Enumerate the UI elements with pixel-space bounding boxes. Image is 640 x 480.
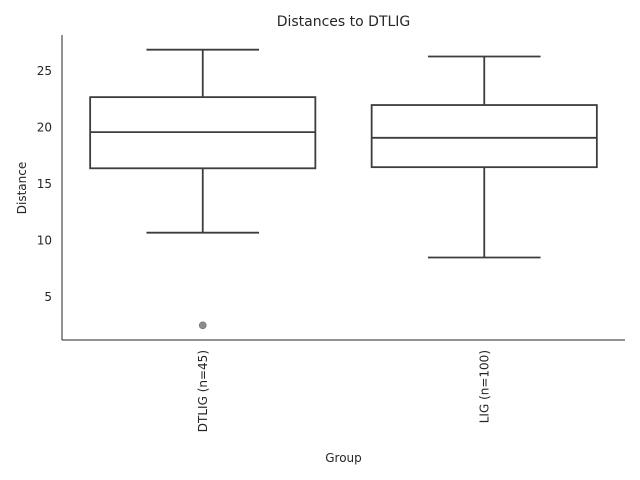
outlier-point <box>198 321 207 330</box>
y-tick-label: 25 <box>37 64 52 78</box>
x-tick-label: LIG (n=100) <box>477 350 491 423</box>
box-group <box>370 55 598 259</box>
y-tick-label: 15 <box>37 177 52 191</box>
x-axis-label: Group <box>325 451 362 465</box>
y-tick-label: 5 <box>44 290 52 304</box>
y-axis-ticks: 5 10 15 20 25 <box>37 64 52 304</box>
box-group <box>89 48 317 330</box>
iqr-box <box>370 104 598 169</box>
y-axis-label: Distance <box>15 162 29 214</box>
x-tick-label: DTLIG (n=45) <box>196 350 210 432</box>
y-tick-label: 20 <box>37 121 52 135</box>
y-tick-label: 10 <box>37 234 52 248</box>
plot-area <box>89 48 598 330</box>
chart-title: Distances to DTLIG <box>277 14 411 30</box>
x-axis-ticks: DTLIG (n=45) LIG (n=100) <box>196 350 492 432</box>
